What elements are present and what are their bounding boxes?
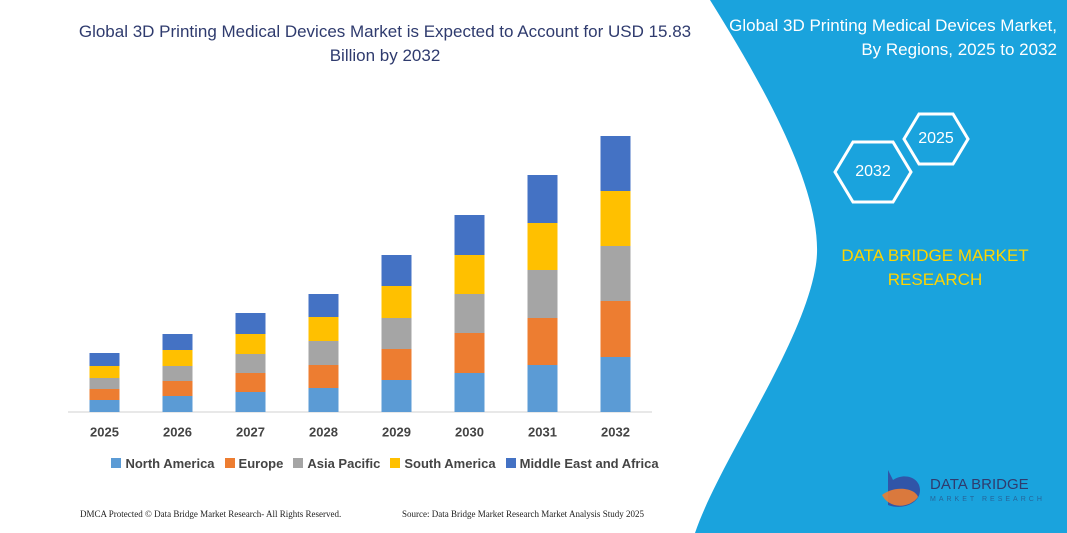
bar-segment — [235, 334, 266, 354]
logo-name: DATA BRIDGE — [930, 476, 1029, 493]
bar-segment — [235, 373, 266, 392]
bar-segment — [162, 350, 193, 366]
bar-segment — [162, 381, 193, 396]
bar-segment — [454, 215, 485, 255]
bar-segment — [162, 396, 193, 412]
legend-label: South America — [404, 456, 496, 471]
chart-title: Global 3D Printing Medical Devices Marke… — [78, 22, 692, 65]
bar-segment — [308, 341, 339, 365]
legend-swatch — [293, 458, 304, 468]
bar-segment — [308, 317, 339, 341]
x-tick-label: 2030 — [455, 424, 484, 439]
x-tick-label: 2031 — [528, 424, 557, 439]
bar-segment — [600, 301, 631, 357]
legend-item: South America — [390, 456, 496, 471]
bar-segment — [600, 357, 631, 412]
hexagon-label: 2025 — [918, 130, 954, 147]
legend-label: Asia Pacific — [307, 456, 381, 471]
bar-segment — [600, 246, 631, 301]
x-tick-label: 2032 — [601, 424, 630, 439]
legend-swatch — [505, 458, 516, 468]
bar-segment — [381, 255, 412, 286]
bar-segment — [454, 255, 485, 294]
bar-segment — [89, 353, 120, 366]
legend-item: Middle East and Africa — [505, 456, 659, 471]
logo-tagline: MARKET RESEARCH — [930, 496, 1045, 503]
bar-segment — [454, 333, 485, 373]
bar-segment — [89, 389, 120, 400]
side-panel-bg — [695, 0, 1067, 533]
side-title: Global 3D Printing Medical Devices Marke… — [729, 16, 1057, 59]
x-tick-label: 2028 — [309, 424, 338, 439]
bar-segment — [527, 318, 558, 365]
legend: North America Europe Asia Pacific South Ame… — [70, 456, 700, 471]
footer-source: Source: Data Bridge Market Research Mark… — [402, 509, 644, 519]
legend-swatch — [390, 458, 401, 468]
bar-segment — [600, 191, 631, 246]
legend-item: North America — [111, 456, 215, 471]
bar-segment — [600, 136, 631, 191]
brand: DATA BRIDGE MARKET RESEARCH — [841, 246, 1029, 289]
legend-swatch — [224, 458, 235, 468]
legend-label: Europe — [238, 456, 284, 471]
bar-segment — [308, 388, 339, 412]
bar-segment — [162, 334, 193, 350]
bar-segment — [381, 380, 412, 412]
bar-segment — [381, 318, 412, 349]
hexagon — [902, 112, 970, 166]
legend-item: Asia Pacific — [293, 456, 380, 471]
x-tick-label: 2027 — [236, 424, 265, 439]
plot: 2025 2026 2027 2028 2029 2030 2031 2032 — [68, 136, 652, 439]
legend-item: Europe — [224, 456, 284, 471]
bar-segment — [527, 175, 558, 223]
bar-segment — [308, 365, 339, 388]
logo-icon — [882, 488, 918, 506]
footer-rights: DMCA Protected © Data Bridge Market Rese… — [80, 509, 342, 519]
legend-swatch — [111, 458, 122, 468]
bar-segment — [381, 286, 412, 318]
bar-segment — [235, 354, 266, 373]
bar-segment — [89, 366, 120, 378]
bar-segment — [162, 366, 193, 381]
hexagon-label: 2032 — [855, 163, 891, 180]
bar-segment — [381, 349, 412, 380]
bar-segment — [454, 294, 485, 333]
bar-segment — [308, 294, 339, 317]
bar-segment — [235, 313, 266, 334]
legend-label: Middle East and Africa — [519, 456, 659, 471]
bar-segment — [527, 270, 558, 318]
x-tick-label: 2025 — [90, 424, 119, 439]
hexagon — [833, 140, 913, 204]
legend-label: North America — [125, 456, 215, 471]
x-tick-label: 2029 — [382, 424, 411, 439]
bar-segment — [527, 365, 558, 412]
bar-segment — [527, 223, 558, 270]
x-tick-label: 2026 — [163, 424, 192, 439]
bar-segment — [89, 400, 120, 412]
bar-segment — [454, 373, 485, 412]
bar-segment — [89, 378, 120, 389]
bar-segment — [235, 392, 266, 412]
